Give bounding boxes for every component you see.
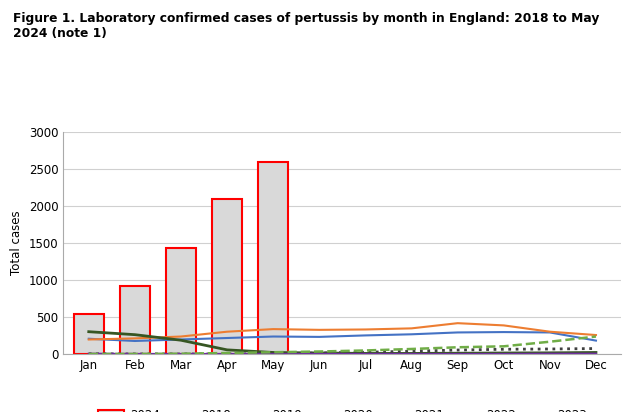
Bar (74, 314, 104, 354)
Bar (258, 162, 288, 354)
Bar (212, 199, 242, 354)
Bar (120, 286, 150, 354)
Legend: 2024, 2018, 2019, 2020, 2021, 2022, 2023: 2024, 2018, 2019, 2020, 2021, 2022, 2023 (93, 405, 592, 412)
Bar (166, 248, 196, 354)
Y-axis label: Total cases: Total cases (10, 211, 23, 275)
Text: Figure 1. Laboratory confirmed cases of pertussis by month in England: 2018 to M: Figure 1. Laboratory confirmed cases of … (13, 12, 599, 40)
